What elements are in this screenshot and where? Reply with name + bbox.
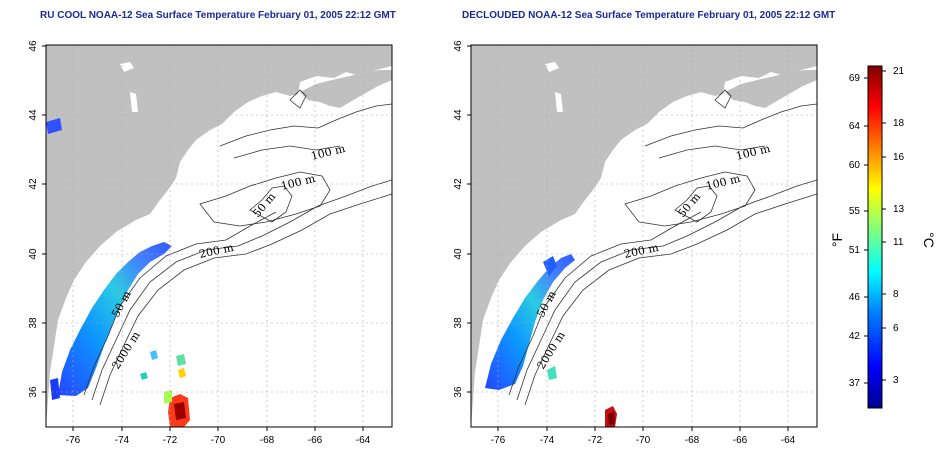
lat-tick-label: 42 (28, 178, 39, 190)
fahrenheit-label: 55 (849, 206, 861, 217)
lat-tick-label: 46 (28, 40, 39, 52)
celsius-label: 8 (893, 289, 899, 300)
celsius-label: 18 (893, 118, 905, 129)
celsius-scale: 3 6 8 11 13 16 18 21 (882, 66, 905, 386)
celsius-unit: °C (921, 232, 937, 248)
fahrenheit-label: 37 (849, 378, 861, 389)
fahrenheit-label: 42 (849, 331, 861, 342)
lon-tick-label: -64 (781, 435, 796, 446)
lat-tick-label: 44 (28, 109, 39, 121)
lon-tick-label: -74 (115, 435, 130, 446)
right-map-title: DECLOUDED NOAA-12 Sea Surface Temperatur… (462, 10, 836, 21)
sst-colorbar: 37 42 46 51 55 60 64 69 3 6 8 11 13 16 1… (829, 65, 937, 409)
land-mass (46, 45, 392, 427)
fahrenheit-label: 46 (849, 292, 861, 303)
lon-tick-label: -72 (163, 435, 178, 446)
left-map-title: RU COOL NOAA-12 Sea Surface Temperature … (40, 10, 396, 21)
left-sst-map: 100 m 100 m 50 m 200 m 2000 m 50 m -76 -… (28, 40, 393, 446)
lon-tick-label: -64 (356, 435, 371, 446)
nova-scotia (300, 70, 392, 108)
lat-tick-label: 40 (453, 248, 464, 260)
lon-tick-label: -68 (260, 435, 275, 446)
lon-tick-label: -70 (636, 435, 651, 446)
right-lon-axis: -76 -74 -72 -70 -68 -66 -64 (491, 427, 796, 446)
lon-tick-label: -76 (491, 435, 506, 446)
celsius-label: 21 (893, 66, 905, 77)
fahrenheit-label: 60 (849, 160, 861, 171)
lon-tick-label: -68 (685, 435, 700, 446)
left-lon-axis: -76 -74 -72 -70 -68 -66 -64 (66, 427, 371, 446)
fahrenheit-unit: °F (829, 233, 845, 247)
lat-tick-label: 40 (28, 248, 39, 260)
fahrenheit-scale: 37 42 46 51 55 60 64 69 (849, 73, 868, 389)
celsius-label: 11 (893, 237, 904, 248)
lat-tick-label: 38 (453, 317, 464, 329)
lat-tick-label: 36 (28, 386, 39, 398)
lon-tick-label: -76 (66, 435, 81, 446)
celsius-label: 13 (893, 204, 905, 215)
lon-tick-label: -72 (588, 435, 603, 446)
colorbar-gradient (867, 65, 883, 409)
celsius-label: 16 (893, 152, 905, 163)
graticule (46, 45, 392, 427)
lon-tick-label: -70 (211, 435, 226, 446)
lon-tick-label: -74 (540, 435, 555, 446)
celsius-label: 6 (893, 323, 899, 334)
lat-tick-label: 44 (453, 109, 464, 121)
lat-tick-label: 46 (453, 40, 464, 52)
fahrenheit-label: 51 (849, 245, 861, 256)
fahrenheit-label: 69 (849, 73, 861, 84)
fahrenheit-label: 64 (849, 121, 861, 132)
right-sst-map-declouded: 100 m 100 m 50 m 200 m 2000 m 50 m -76 -… (453, 40, 818, 446)
lat-tick-label: 42 (453, 178, 464, 190)
left-lat-axis: 36 38 40 42 44 46 (28, 40, 46, 398)
lat-tick-label: 38 (28, 317, 39, 329)
right-lat-axis: 36 38 40 42 44 46 (453, 40, 471, 398)
lon-tick-label: -66 (308, 435, 323, 446)
celsius-label: 3 (893, 375, 899, 386)
lat-tick-label: 36 (453, 386, 464, 398)
lon-tick-label: -66 (733, 435, 748, 446)
